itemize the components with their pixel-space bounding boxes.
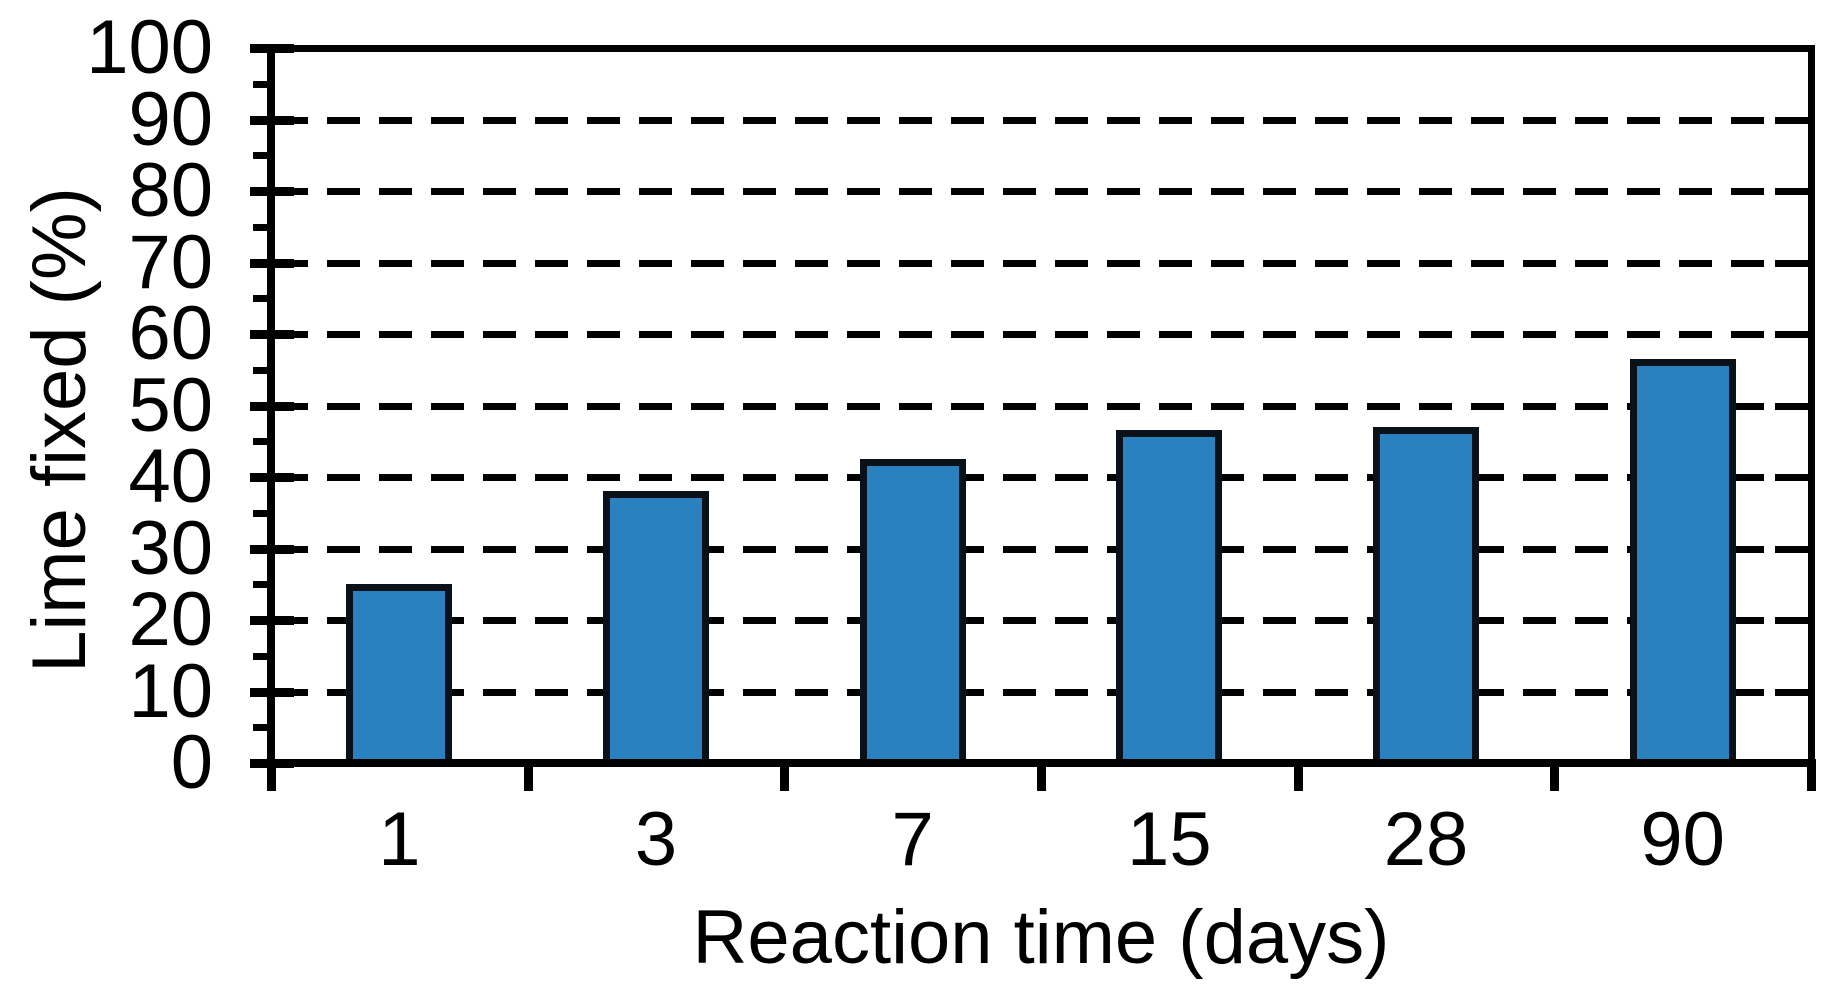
y-tick-label: 100 [86, 5, 213, 90]
bar [1629, 358, 1736, 767]
bar [1116, 430, 1223, 767]
y-tick-label: 70 [128, 219, 213, 305]
bar [1373, 426, 1479, 767]
y-tick-label: 40 [128, 434, 213, 519]
y-major-tick [250, 115, 294, 125]
x-tick [1037, 759, 1046, 791]
gridline [275, 188, 1808, 195]
y-major-tick [250, 616, 294, 625]
y-major-tick [250, 44, 294, 53]
y-tick-label: 90 [128, 76, 213, 162]
y-minor-tick [253, 366, 269, 374]
bar [346, 583, 453, 767]
bar [859, 458, 966, 767]
y-tick-label: 80 [128, 148, 213, 233]
plot-border-top [267, 45, 1814, 52]
y-major-tick [250, 473, 294, 482]
plot-border-right [1808, 45, 1815, 767]
y-minor-tick [253, 152, 269, 160]
gridline-end-dash [1775, 402, 1808, 410]
y-tick-label: 50 [128, 362, 213, 448]
y-minor-tick [253, 509, 269, 517]
x-tick-label: 28 [1383, 797, 1469, 882]
y-minor-tick [253, 223, 269, 231]
y-minor-tick [253, 295, 269, 303]
bar [603, 490, 709, 767]
gridline-end-dash [1775, 545, 1808, 553]
gridline-end-dash [1775, 116, 1808, 124]
y-tick-label: 10 [128, 648, 213, 734]
y-minor-tick [253, 80, 269, 88]
gridline-end-dash [1775, 474, 1808, 481]
x-tick-label: 15 [1127, 797, 1212, 882]
gridline-end-dash [1775, 617, 1808, 624]
y-axis-title: Lime fixed (%) [17, 187, 102, 673]
gridline-end-dash [1775, 688, 1808, 696]
y-major-tick [250, 544, 294, 554]
y-minor-tick [253, 724, 269, 732]
x-tick-label: 1 [378, 797, 421, 882]
y-minor-tick [253, 438, 269, 446]
x-tick [1807, 759, 1816, 791]
y-major-tick [250, 330, 294, 339]
y-tick-label: 20 [128, 577, 213, 662]
gridline [275, 688, 1808, 696]
x-tick [267, 759, 276, 791]
gridline-end-dash [1775, 259, 1808, 267]
gridline [275, 617, 1808, 624]
gridline [275, 474, 1808, 481]
y-tick-label: 0 [170, 720, 213, 805]
x-axis-title: Reaction time (days) [692, 895, 1390, 980]
x-tick-label: 7 [891, 797, 934, 882]
x-tick [1293, 759, 1303, 791]
y-tick-label: 60 [128, 291, 213, 376]
gridline [275, 402, 1808, 410]
y-minor-tick [253, 652, 269, 660]
x-tick [780, 759, 790, 791]
x-tick [523, 759, 533, 791]
gridline-end-dash [1775, 331, 1808, 338]
y-major-tick [250, 258, 294, 268]
gridline [275, 545, 1808, 553]
x-tick-label: 3 [634, 797, 678, 882]
gridline [275, 331, 1808, 338]
y-major-tick [250, 687, 294, 697]
y-major-tick [250, 187, 294, 196]
y-tick-label: 30 [128, 505, 213, 591]
y-minor-tick [253, 581, 269, 589]
gridline [275, 259, 1808, 267]
gridline-end-dash [1775, 188, 1808, 195]
y-major-tick [250, 401, 294, 411]
x-tick-label: 90 [1640, 797, 1725, 882]
gridline [275, 116, 1808, 124]
x-tick [1550, 759, 1560, 791]
